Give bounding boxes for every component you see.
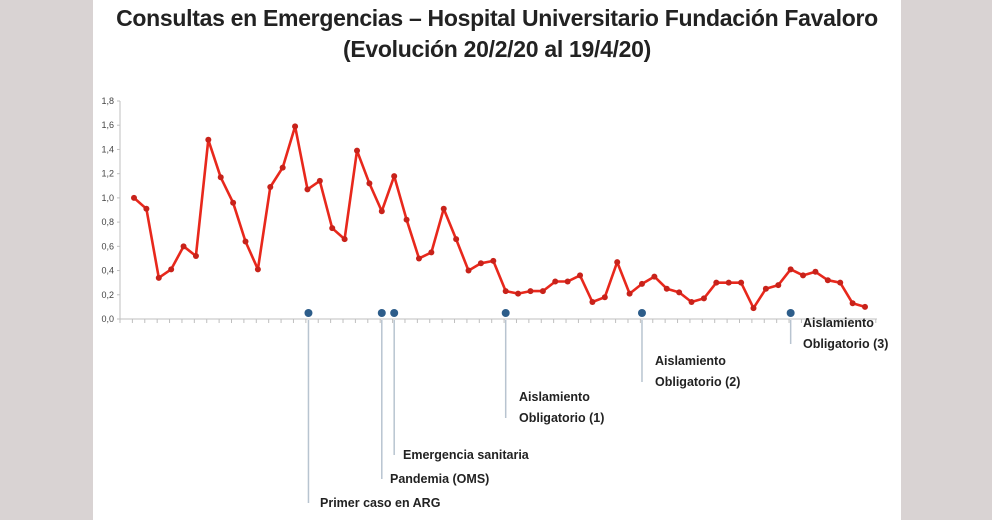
data-point bbox=[477, 260, 484, 267]
data-point bbox=[155, 274, 162, 281]
data-point bbox=[688, 299, 695, 306]
data-point bbox=[515, 290, 522, 297]
data-point bbox=[168, 266, 175, 273]
data-point bbox=[341, 236, 348, 243]
y-tick-label: 1,0 bbox=[101, 193, 114, 203]
data-point bbox=[775, 282, 782, 289]
data-point bbox=[329, 225, 336, 232]
data-point bbox=[738, 279, 745, 286]
data-point bbox=[267, 183, 274, 190]
data-point bbox=[676, 289, 683, 296]
chart-title: Consultas en Emergencias – Hospital Univ… bbox=[116, 5, 878, 31]
event-label: Primer caso en ARG bbox=[320, 496, 440, 510]
data-point bbox=[552, 278, 559, 285]
event-marker-icon bbox=[377, 309, 386, 317]
data-point bbox=[192, 253, 199, 260]
data-point bbox=[601, 294, 608, 301]
data-point bbox=[316, 177, 323, 184]
y-tick-label: 0,4 bbox=[101, 266, 114, 276]
event-marker-icon bbox=[786, 309, 795, 317]
y-tick-label: 0,0 bbox=[101, 314, 114, 324]
data-point bbox=[614, 259, 621, 266]
line-chart: 0,0 0,2 0,4 0,6 0,8 1,0 1,2 1,4 1,6 1,8 Primer cas… bbox=[101, 96, 888, 510]
data-point bbox=[403, 216, 410, 223]
data-point bbox=[589, 299, 596, 306]
data-point bbox=[453, 236, 460, 243]
chart-subtitle: (Evolución 20/2/20 al 19/4/20) bbox=[342, 36, 652, 62]
data-point bbox=[527, 288, 534, 295]
data-point bbox=[490, 257, 497, 264]
data-point bbox=[131, 194, 137, 201]
data-point bbox=[862, 303, 868, 310]
data-point bbox=[824, 277, 831, 284]
data-point bbox=[230, 199, 237, 206]
data-point bbox=[415, 255, 422, 262]
data-point bbox=[180, 243, 187, 250]
data-point bbox=[837, 279, 844, 286]
y-tick-label: 0,6 bbox=[101, 241, 114, 251]
data-point bbox=[391, 173, 398, 180]
data-point bbox=[750, 305, 757, 312]
data-point bbox=[242, 238, 249, 245]
data-point bbox=[663, 285, 670, 292]
event-marker-icon bbox=[501, 309, 510, 317]
y-tick-label: 1,4 bbox=[101, 144, 114, 154]
event-label: Obligatorio (2) bbox=[655, 375, 740, 389]
event-label: Obligatorio (1) bbox=[519, 411, 604, 425]
data-point bbox=[354, 147, 361, 154]
data-point bbox=[812, 268, 819, 275]
data-point bbox=[713, 279, 720, 286]
data-point bbox=[205, 136, 212, 143]
data-point bbox=[787, 266, 794, 273]
event-label: Aislamiento bbox=[655, 354, 726, 368]
y-tick-label: 1,8 bbox=[101, 96, 114, 106]
data-point bbox=[638, 280, 645, 287]
chart-panel: Consultas en Emergencias – Hospital Univ… bbox=[93, 0, 901, 520]
event-label: Obligatorio (3) bbox=[803, 337, 888, 351]
data-point bbox=[428, 249, 435, 256]
data-point bbox=[378, 208, 385, 215]
data-point bbox=[254, 266, 261, 273]
data-point bbox=[279, 164, 286, 171]
data-point bbox=[849, 300, 856, 307]
y-tick-label: 1,6 bbox=[101, 120, 114, 130]
data-point bbox=[217, 174, 224, 181]
event-marker-icon bbox=[637, 309, 646, 317]
data-point bbox=[800, 272, 807, 279]
event-label: Pandemia (OMS) bbox=[390, 472, 489, 486]
data-point bbox=[143, 205, 150, 212]
event-label: Aislamiento bbox=[519, 390, 590, 404]
data-point bbox=[564, 278, 571, 285]
data-point bbox=[539, 288, 546, 295]
data-point bbox=[725, 279, 732, 286]
y-tick-label: 1,2 bbox=[101, 169, 114, 179]
event-label: Emergencia sanitaria bbox=[403, 448, 530, 462]
data-point bbox=[577, 272, 584, 279]
data-point bbox=[626, 290, 633, 297]
data-line bbox=[133, 125, 866, 310]
data-point bbox=[651, 273, 658, 280]
data-point bbox=[292, 123, 299, 130]
data-point bbox=[502, 288, 509, 295]
data-point bbox=[366, 180, 373, 187]
y-tick-label: 0,8 bbox=[101, 217, 114, 227]
event-marker-icon bbox=[304, 309, 313, 317]
data-point bbox=[304, 186, 311, 193]
event-marker-icon bbox=[390, 309, 399, 317]
data-point bbox=[762, 285, 769, 292]
data-point bbox=[700, 295, 707, 302]
event-label: Aislamiento bbox=[803, 316, 874, 330]
y-tick-label: 0,2 bbox=[101, 290, 114, 300]
data-point bbox=[465, 267, 472, 274]
data-point bbox=[440, 205, 447, 212]
